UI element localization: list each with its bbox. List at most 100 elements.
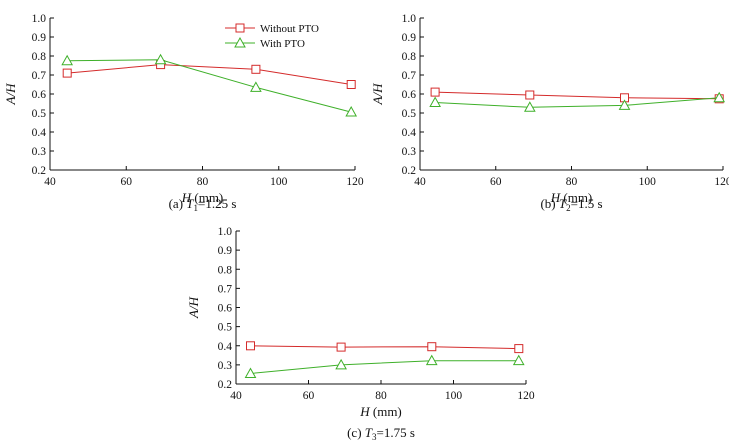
x-axis-label-unit: (mm) — [560, 190, 592, 205]
data-point-triangle — [523, 101, 536, 112]
legend-label-without: Without PTO — [260, 23, 319, 35]
y-axis-label: A/H — [186, 296, 201, 319]
x-axis-label-unit: (mm) — [191, 190, 223, 205]
caption-subscript: 1 — [194, 203, 199, 213]
data-point-triangle — [335, 358, 347, 370]
data-point-square — [251, 64, 261, 74]
caption-suffix: =1.5 s — [571, 196, 603, 211]
chart-c: 0.2 0.3 0.4 0.5 0.6 0.7 0.8 0.9 1.0 40 60 80 100 120 A… — [186, 226, 535, 442]
x-tick-label: 60 — [121, 176, 133, 188]
data-point-square — [427, 342, 437, 352]
caption-var: T — [559, 196, 567, 211]
y-tick-label: 0.9 — [402, 32, 417, 44]
y-tick-label: 0.5 — [218, 322, 233, 334]
y-tick-label: 0.4 — [402, 127, 417, 139]
chart-a: 0.2 0.3 0.4 0.5 0.6 0.7 0.8 0.9 1.0 40 60 80 100 120 A… — [3, 13, 364, 213]
caption-suffix: =1.25 s — [198, 196, 236, 211]
caption-var: T — [186, 196, 194, 211]
x-axis-label-unit: (mm) — [370, 404, 402, 419]
x-tick-label: 120 — [517, 390, 535, 402]
legend-marker-triangle — [234, 36, 246, 48]
x-tick-label: 120 — [714, 176, 729, 188]
y-tick-label: 0.6 — [218, 303, 233, 315]
data-point-square — [336, 342, 346, 352]
series-with-pto — [244, 354, 525, 378]
y-tick-label: 0.6 — [402, 89, 417, 101]
y-tick-label: 0.7 — [218, 283, 233, 295]
y-axis-label: A/H — [3, 83, 18, 106]
y-tick-label: 0.6 — [32, 89, 47, 101]
y-tick-label: 0.9 — [218, 245, 233, 257]
data-point-square — [514, 344, 524, 354]
caption-var: T — [365, 425, 373, 440]
series-with-pto — [61, 53, 358, 117]
caption-suffix: =1.75 s — [377, 425, 415, 440]
caption-prefix: (b) — [540, 196, 558, 211]
data-point-triangle — [429, 96, 441, 108]
chart-b: 0.2 0.3 0.4 0.5 0.6 0.7 0.8 0.9 1.0 40 60 80 100 120 A… — [370, 13, 729, 213]
series-line — [250, 345, 519, 350]
x-tick-label: 80 — [375, 390, 387, 402]
data-point-triangle — [425, 354, 438, 366]
data-point-square — [525, 90, 535, 100]
y-tick-label: 0.9 — [32, 32, 47, 44]
data-point-triangle — [154, 53, 167, 65]
y-tick-label: 0.2 — [402, 165, 417, 177]
caption-prefix: (c) — [347, 425, 365, 440]
x-axis-label-var: H — [550, 190, 561, 205]
y-tick-label: 0.5 — [32, 108, 47, 120]
y-tick-label: 1.0 — [402, 13, 417, 25]
legend: Without PTO With PTO — [225, 23, 319, 50]
x-axis-label-var: H — [359, 404, 370, 419]
x-tick-label: 60 — [303, 390, 315, 402]
y-tick-label: 0.2 — [32, 165, 47, 177]
y-tick-label: 0.8 — [218, 264, 233, 276]
x-tick-label: 40 — [414, 176, 426, 188]
series-line — [67, 64, 352, 85]
data-point-triangle — [713, 91, 726, 103]
x-axis-label-var: H — [181, 190, 192, 205]
series-without-pto — [246, 341, 524, 354]
y-tick-label: 0.3 — [402, 146, 417, 158]
panel-caption: (c) T3=1.75 s — [347, 425, 415, 442]
caption-prefix: (a) — [169, 196, 187, 211]
y-tick-label: 0.2 — [218, 379, 233, 391]
y-tick-label: 0.3 — [32, 146, 47, 158]
series-line — [67, 59, 352, 113]
series-without-pto — [62, 60, 356, 89]
data-point-triangle — [512, 354, 525, 366]
y-tick-label: 1.0 — [32, 13, 47, 25]
data-point-triangle — [61, 54, 74, 66]
x-axis-label: H (mm) — [181, 190, 224, 205]
series-line — [250, 360, 519, 374]
data-point-triangle — [345, 106, 358, 117]
y-tick-label: 0.8 — [32, 51, 47, 63]
series-line — [435, 97, 720, 108]
data-point-square — [246, 341, 255, 351]
x-tick-label: 60 — [490, 176, 502, 188]
data-point-square — [62, 68, 72, 78]
x-axis-label: H (mm) — [550, 190, 593, 205]
data-point-triangle — [250, 81, 262, 92]
series-with-pto — [429, 91, 726, 112]
legend-marker-square — [235, 23, 245, 33]
y-tick-label: 0.4 — [32, 127, 47, 139]
caption-subscript: 2 — [566, 203, 571, 213]
x-tick-label: 80 — [197, 176, 209, 188]
x-tick-label: 40 — [44, 176, 56, 188]
y-tick-label: 0.4 — [218, 341, 233, 353]
panel-caption: (a) T1=1.25 s — [169, 196, 237, 213]
caption-subscript: 3 — [372, 432, 377, 442]
data-point-square — [430, 87, 440, 97]
x-tick-label: 80 — [566, 176, 578, 188]
legend-label-with: With PTO — [260, 38, 305, 50]
data-point-triangle — [244, 367, 257, 378]
y-axis-label: A/H — [370, 83, 385, 106]
x-tick-label: 120 — [346, 176, 364, 188]
series-line — [435, 91, 720, 100]
x-axis-label: H (mm) — [359, 404, 402, 419]
data-point-triangle — [618, 99, 631, 110]
x-tick-label: 100 — [445, 390, 463, 402]
x-tick-label: 40 — [230, 390, 242, 402]
